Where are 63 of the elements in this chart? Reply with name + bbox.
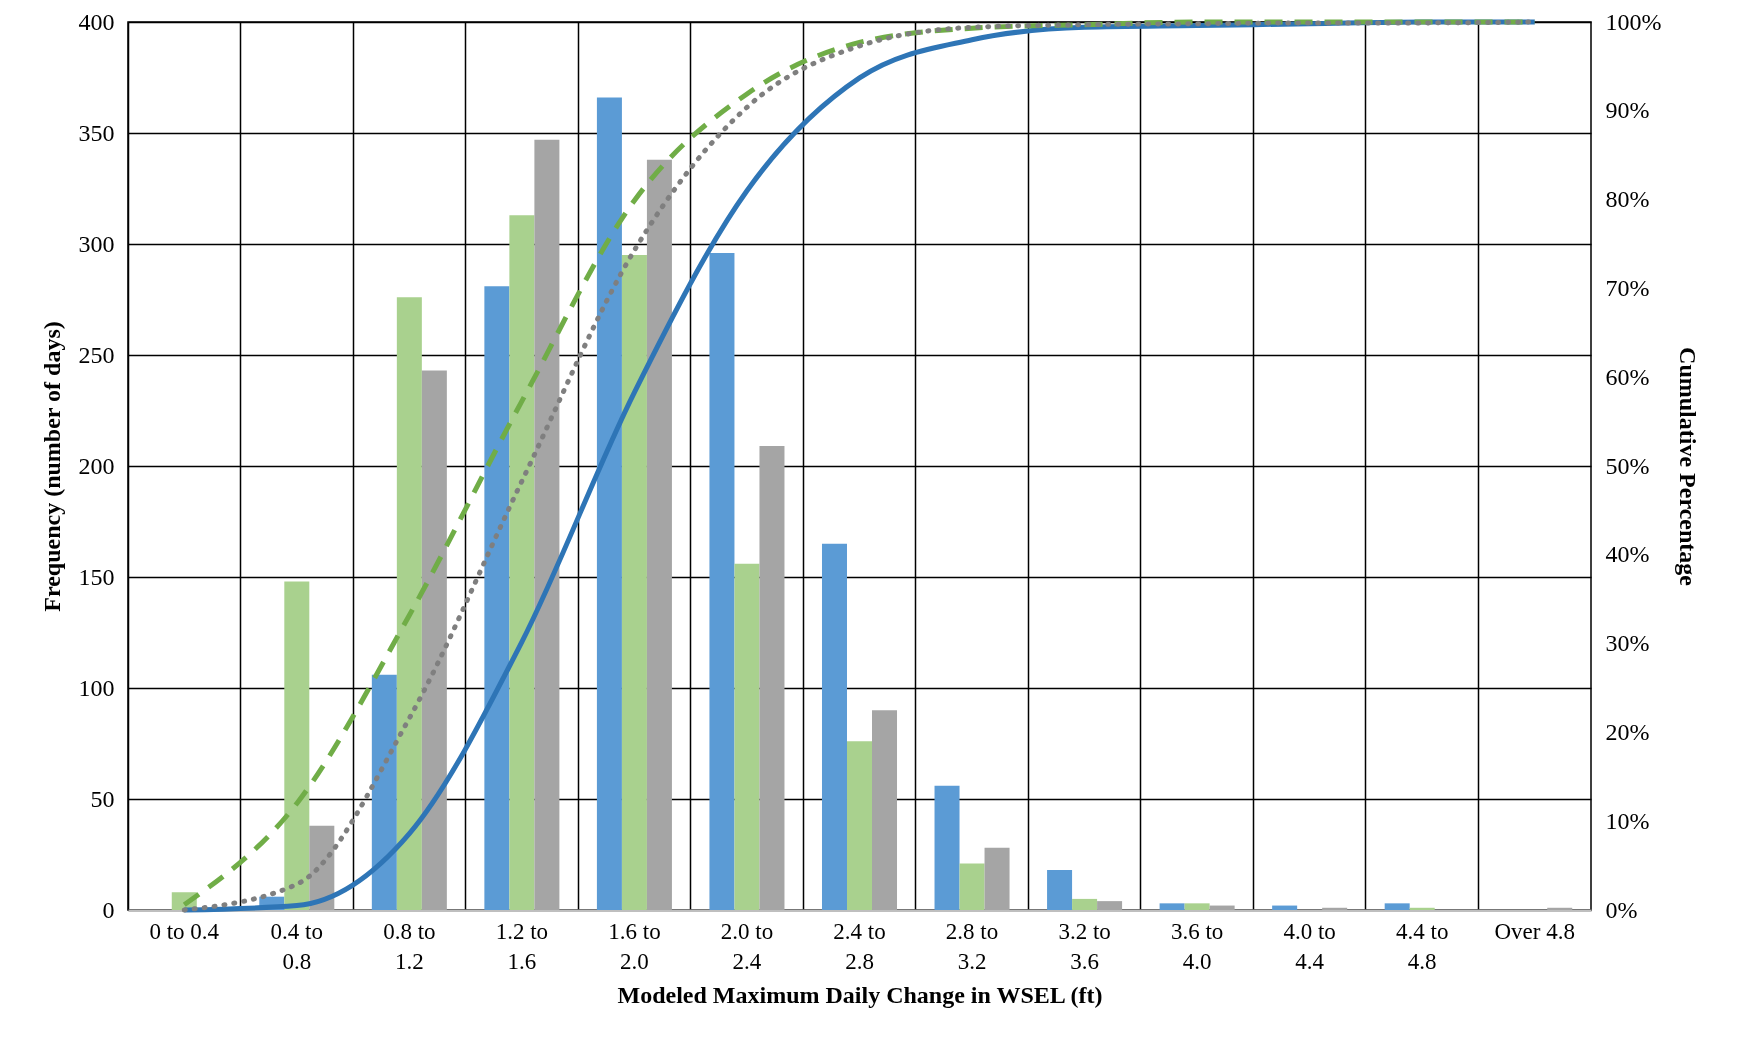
x-tick-label: Over 4.8	[1494, 918, 1575, 944]
y2-tick-label: 30%	[1605, 630, 1650, 657]
x-tick-label: 2.8 to 3.2	[945, 918, 999, 974]
y2-tick-label: 20%	[1605, 718, 1650, 745]
bar	[821, 543, 847, 910]
y-tick-label: 250	[78, 341, 115, 368]
y-tick-label: 400	[78, 8, 115, 35]
y2-tick-label: 40%	[1605, 541, 1650, 568]
bar	[1209, 905, 1235, 910]
y-tick-label: 50	[90, 785, 115, 812]
bar	[396, 297, 422, 910]
x-tick-label: 1.6 to 2.0	[608, 918, 661, 974]
bar	[1072, 898, 1098, 910]
bar	[1272, 905, 1298, 910]
x-tick-label: 0 to 0.4	[149, 918, 220, 944]
bar	[1384, 903, 1410, 910]
x-tick-label: 3.2 to 3.6	[1058, 918, 1111, 974]
bar	[1047, 870, 1073, 910]
y-tick-label: 0	[102, 896, 115, 923]
x-tick-label: 0.8 to 1.2	[383, 918, 436, 974]
bar	[984, 847, 1010, 910]
y-tick-label: 100	[78, 674, 115, 701]
bar	[1184, 903, 1210, 910]
bar	[934, 785, 960, 910]
bar	[646, 159, 672, 910]
y2-tick-label: 0%	[1605, 896, 1638, 923]
y2-tick-label: 50%	[1605, 452, 1650, 479]
x-tick-label: 3.6 to 4.0	[1170, 918, 1224, 974]
bar	[484, 286, 510, 910]
y2-tick-label: 10%	[1605, 807, 1650, 834]
y2-tick-label: 80%	[1605, 186, 1650, 213]
bar	[1097, 901, 1123, 910]
bar	[759, 446, 785, 910]
y-tick-label: 200	[78, 452, 115, 479]
x-tick-label: 1.2 to 1.6	[495, 918, 549, 974]
y2-tick-label: 70%	[1605, 274, 1650, 301]
y-tick-label: 350	[78, 119, 115, 146]
x-tick-label: 0.4 to 0.8	[270, 918, 323, 974]
bar	[284, 581, 310, 910]
x-tick-label: 4.0 to 4.4	[1283, 918, 1336, 974]
bar	[421, 370, 447, 910]
bar	[734, 563, 760, 910]
bar	[596, 97, 622, 910]
bar	[534, 139, 560, 910]
bar	[371, 674, 397, 910]
x-axis-title: Modeled Maximum Daily Change in WSEL (ft)	[617, 981, 1103, 1008]
y-tick-label: 150	[78, 563, 115, 590]
bar	[509, 215, 535, 910]
x-tick-label: 2.0 to 2.4	[720, 918, 774, 974]
y2-tick-label: 100%	[1605, 8, 1662, 35]
x-tick-label: 2.4 to 2.8	[833, 918, 886, 974]
y-axis-title: Frequency (number of days)	[38, 321, 65, 612]
bar	[1159, 903, 1185, 910]
bar	[847, 741, 872, 910]
x-tick-label: 4.4 to 4.8	[1396, 918, 1449, 974]
bar	[959, 863, 985, 910]
bar	[709, 252, 735, 910]
y-tick-label: 300	[78, 230, 115, 257]
bar	[621, 255, 647, 910]
y2-axis-title: Cumulative Percentage	[1675, 347, 1702, 587]
bar	[872, 710, 898, 910]
y2-tick-label: 90%	[1605, 97, 1650, 124]
y2-tick-label: 60%	[1605, 363, 1650, 390]
